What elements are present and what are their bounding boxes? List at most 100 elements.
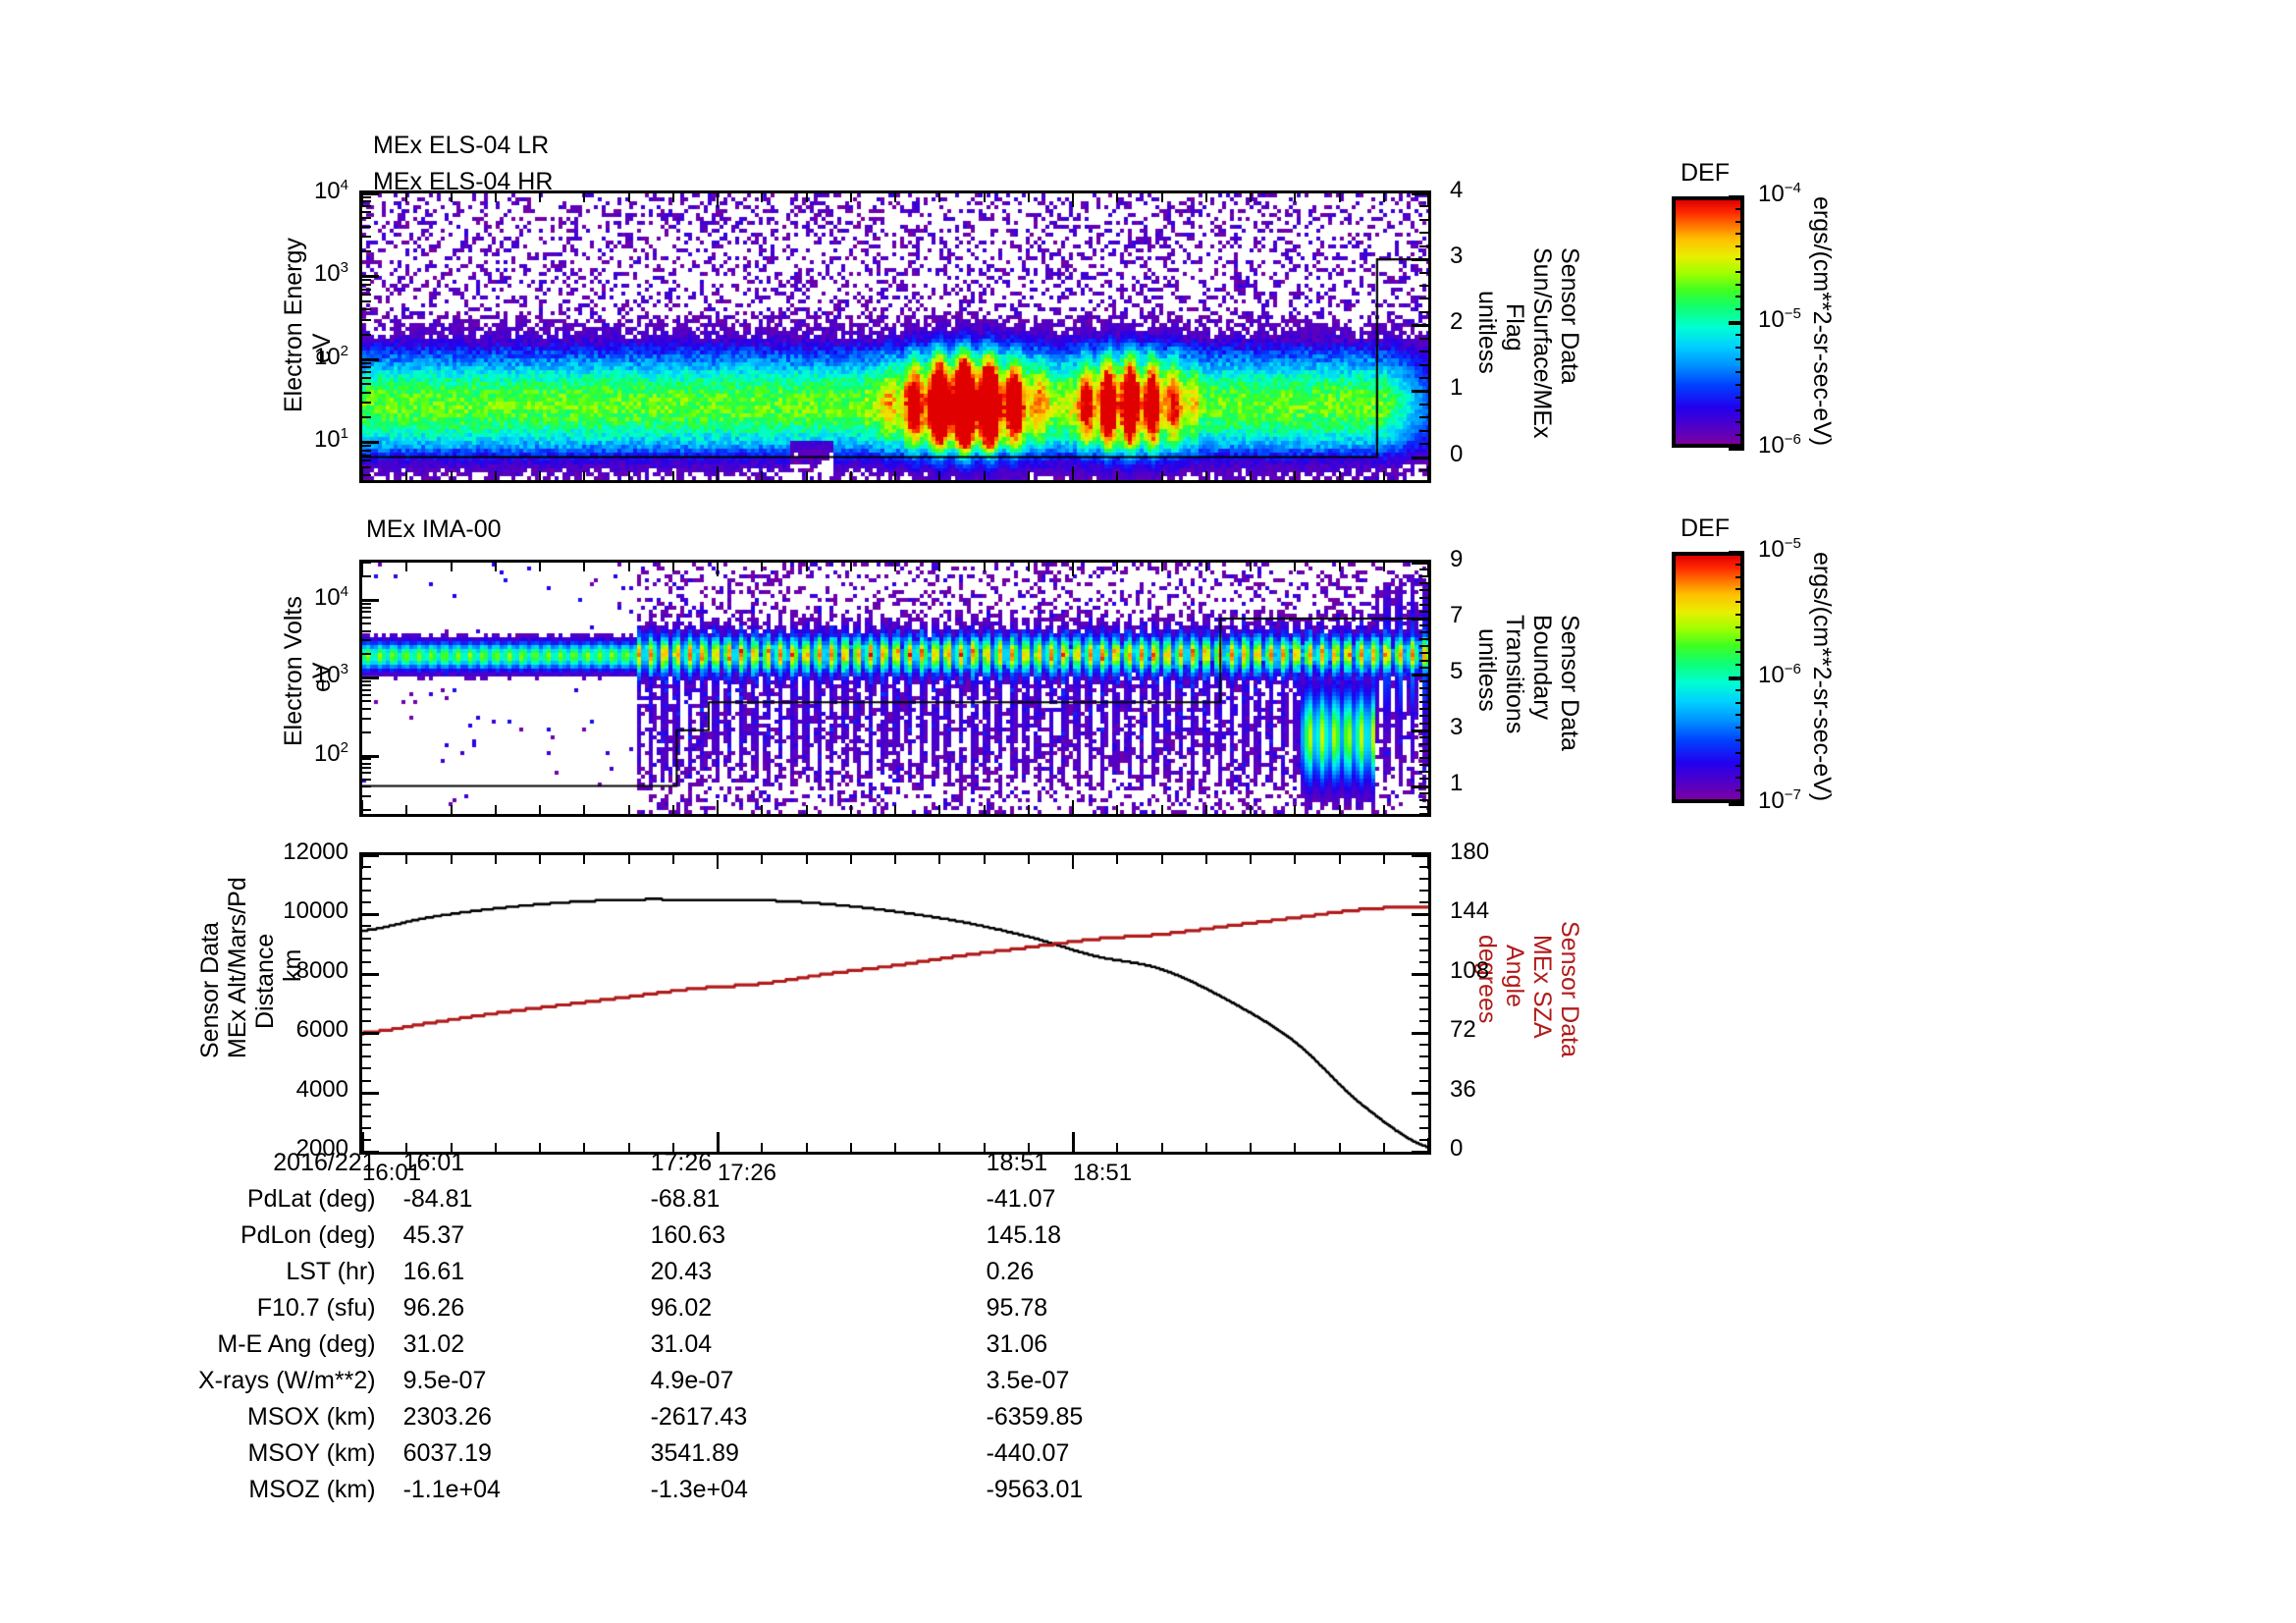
els-ytick-mark-1 <box>362 275 379 279</box>
els-yminor <box>362 383 371 386</box>
ima-boundary-overlay <box>362 563 1428 814</box>
els-yminor <box>362 299 371 302</box>
els-rminor <box>1419 324 1428 327</box>
els-yminor <box>362 217 371 220</box>
ima-right-axis-label-line2: Boundary <box>1528 615 1556 721</box>
sza-rminor <box>1419 913 1428 916</box>
ima-rtick-4: 1 <box>1450 769 1464 796</box>
els-yminor <box>362 308 371 311</box>
time-tick-2: 18:51 <box>1073 1160 1133 1186</box>
els-rminor <box>1419 456 1428 459</box>
ima-ytick-mark-0 <box>362 598 379 602</box>
table-cell: 0.26 <box>986 1258 1035 1285</box>
els-xtick-top <box>494 193 497 202</box>
ima-xtick-top <box>1382 563 1385 571</box>
sza-rminor <box>1419 1044 1428 1047</box>
els-xtick-bot <box>1027 471 1030 480</box>
ima-xtick-bot <box>938 805 941 814</box>
ima-yminor <box>362 562 371 564</box>
ima-rminor <box>1419 715 1428 718</box>
alt-xtick-bot <box>938 1143 941 1152</box>
table-cell: 160.63 <box>650 1221 726 1249</box>
els-ytick-2: 102 <box>313 342 348 370</box>
els-rminor <box>1419 271 1428 274</box>
table-cell: -6359.85 <box>986 1403 1084 1431</box>
alt-yminor <box>362 1091 371 1094</box>
alt-ytick-5: 2000 <box>295 1135 348 1162</box>
els-xtick-top <box>1116 193 1119 202</box>
ima-yminor <box>362 602 371 605</box>
ima-yminor <box>362 762 371 765</box>
alt-left-axis-label-line2: MEx Alt/Mars/Pd <box>224 877 251 1058</box>
sza-rminor <box>1419 1067 1428 1070</box>
sza-rminor <box>1419 1079 1428 1082</box>
time-major-mark-1 <box>716 1132 720 1152</box>
els-cb-minor <box>1735 408 1744 411</box>
table-cell: -68.81 <box>650 1185 721 1213</box>
ima-xtick-bot <box>761 805 764 814</box>
ima-xtick-top <box>450 563 453 571</box>
ima-cb-mark-2 <box>1729 802 1744 806</box>
ima-xtick-top <box>583 563 586 571</box>
alt-xtick-top <box>983 855 986 864</box>
els-cb-tick-2: 10−6 <box>1758 431 1801 459</box>
alt-xtick-bot <box>1116 1143 1119 1152</box>
els-xtick-bot <box>1116 471 1119 480</box>
alt-xtick-top <box>583 855 586 864</box>
alt-yminor <box>362 937 371 940</box>
alt-yminor <box>362 1079 371 1082</box>
ima-rminor <box>1419 610 1428 613</box>
els-yminor <box>362 465 371 468</box>
alt-xtick-top <box>450 855 453 864</box>
alt-yminor <box>362 1151 371 1153</box>
ima-cb-minor <box>1735 727 1744 730</box>
table-cell: 16:01 <box>402 1149 465 1176</box>
ima-xtick-bot <box>671 805 674 814</box>
alt-yminor <box>362 1126 371 1129</box>
alt-xtick-bot <box>1294 1143 1297 1152</box>
alt-xtick-bot <box>450 1143 453 1152</box>
table-cell: 2303.26 <box>402 1403 492 1431</box>
els-xtick-bot <box>1338 471 1341 480</box>
ima-xtick-bot <box>583 805 586 814</box>
els-rminor <box>1419 298 1428 300</box>
table-cell: 95.78 <box>986 1294 1048 1322</box>
alt-yminor <box>362 1138 371 1141</box>
alt-xtick-top <box>849 855 852 864</box>
ima-yminor <box>362 767 371 770</box>
els-rtick-0: 4 <box>1450 177 1464 203</box>
els-xtick-top <box>1204 193 1207 202</box>
els-yminor <box>362 366 371 369</box>
els-yminor <box>362 474 371 477</box>
alt-yminor <box>362 878 371 881</box>
ima-xtick-bot <box>405 805 408 814</box>
table-row-label: M-E Ang (deg) <box>217 1330 376 1358</box>
alt-yminor <box>362 1032 371 1035</box>
sza-rminor <box>1419 1103 1428 1106</box>
ima-rminor <box>1419 784 1428 787</box>
ima-cb-minor <box>1735 789 1744 792</box>
els-ytick-mark-2 <box>362 357 379 361</box>
els-xtick-top <box>405 193 408 202</box>
ima-yminor <box>362 809 371 812</box>
ima-yminor <box>362 680 371 682</box>
els-yminor <box>362 416 371 419</box>
els-ytick-1: 103 <box>313 259 348 288</box>
alt-xtick-top <box>894 855 896 864</box>
ima-yminor <box>362 778 371 781</box>
sza-rminor <box>1419 984 1428 987</box>
els-xtick-bot <box>361 466 363 480</box>
ima-xtick-bot <box>894 805 896 814</box>
els-xtick-bot <box>405 471 408 480</box>
table-cell: 18:51 <box>986 1149 1048 1176</box>
ima-rminor <box>1419 742 1428 745</box>
ima-cb-minor <box>1735 625 1744 628</box>
els-ytick-mark-0 <box>362 192 379 195</box>
els-rminor <box>1419 232 1428 235</box>
alt-xtick-bot <box>405 1143 408 1152</box>
table-row: PdLon (deg) 45.37 160.63 145.18 <box>198 1221 1083 1256</box>
els-cb-minor <box>1735 270 1744 273</box>
sza-rminor <box>1419 948 1428 951</box>
ima-xtick-top <box>938 563 941 571</box>
ima-xtick-bot <box>1072 800 1074 814</box>
